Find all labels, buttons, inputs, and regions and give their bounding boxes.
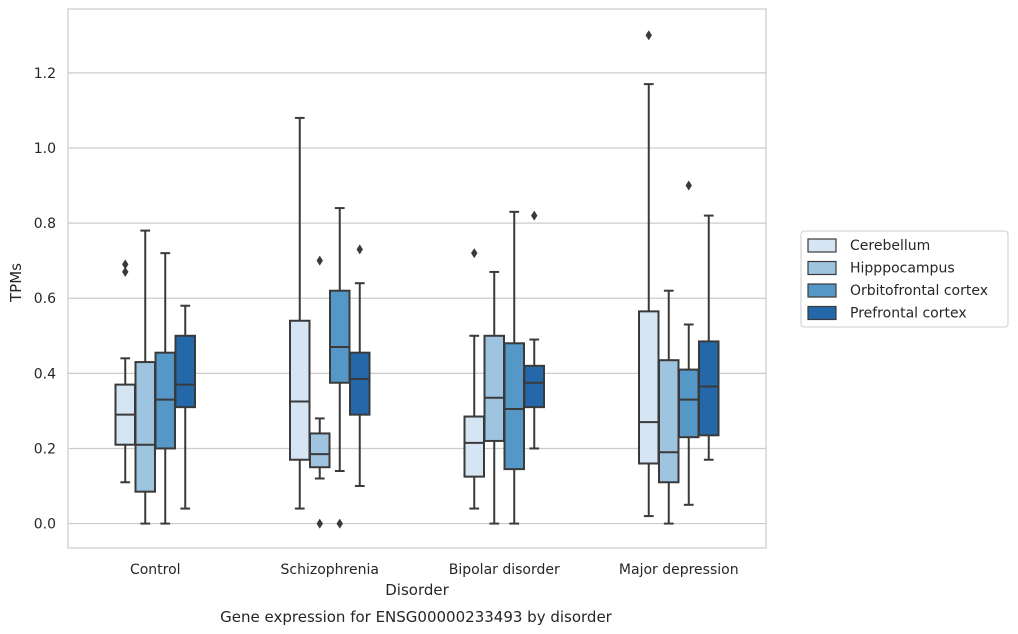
box-prefrontal-cortex [523,210,545,450]
legend-swatch [807,238,837,253]
box-hipppocampus [658,289,680,525]
box-prefrontal-cortex [174,304,196,510]
box-iqr [289,319,311,461]
y-tick-label: 0.2 [34,441,56,457]
figure-caption: Gene expression for ENSG00000233493 by d… [220,608,613,626]
outlier-point [316,518,323,529]
box-hipppocampus [134,229,156,525]
outlier-point [645,30,652,41]
x-tick-label: Schizophrenia [281,562,379,578]
box-cerebellum [114,259,136,484]
y-tick-label: 0.8 [34,216,56,232]
box-orbitofrontal-cortex [154,252,176,525]
box-iqr [134,361,156,493]
outlier-point [122,266,129,277]
box-hipppocampus [309,255,331,529]
y-tick-label: 1.2 [34,66,56,82]
box-cerebellum [463,248,485,510]
y-tick-label: 0.4 [34,366,56,382]
box-iqr [698,340,720,437]
box-cerebellum [638,30,660,518]
legend-label: Prefrontal cortex [850,306,967,322]
box-iqr [329,289,351,384]
box-iqr [678,368,700,439]
box-series [114,30,720,529]
legend-swatch [807,260,837,276]
box-iqr [463,415,485,478]
box-iqr [523,364,545,409]
box-orbitofrontal-cortex [329,207,351,529]
legend-label: Cerebellum [850,238,930,254]
x-axis-label: Disorder [385,581,449,599]
box-iqr [174,334,196,409]
outlier-point [356,244,363,255]
legend-swatch [807,305,837,321]
outlier-point [685,180,692,191]
box-iqr [349,351,371,416]
y-axis-label: TPMs [7,263,25,303]
legend: Cerebellum Hipppocampus Orbitofrontal cort… [800,230,1009,328]
box-orbitofrontal-cortex [678,180,700,506]
y-tick-label: 1.0 [34,141,56,157]
outlier-point [336,518,343,529]
box-iqr [638,310,660,465]
legend-frame [800,230,1009,328]
outlier-point [316,255,323,266]
box-prefrontal-cortex [349,244,371,488]
box-iqr [483,334,505,442]
box-orbitofrontal-cortex [503,210,525,525]
legend-label: Hipppocampus [850,261,955,277]
box-iqr [309,432,331,469]
outlier-point [122,259,129,270]
box-prefrontal-cortex [698,214,720,461]
x-tick-label: Bipolar disorder [449,562,560,578]
y-tick-label: 0.0 [34,517,56,533]
box-hipppocampus [483,270,505,525]
legend-label: Orbitofrontal cortex [850,283,988,299]
box-iqr [503,342,525,471]
y-tick-label: 0.6 [34,291,56,307]
outlier-point [531,210,538,221]
x-tick-label: Control [130,562,181,578]
plot-frame [67,8,767,549]
x-tick-label: Major depression [619,562,739,578]
legend-swatch [807,283,837,298]
outlier-point [471,248,478,259]
x-tick-labels: Control Schizophrenia Bipolar disorder Majo… [130,562,739,578]
box-cerebellum [289,116,311,510]
box-iqr [658,359,680,484]
y-tick-labels: 0.0 0.2 0.4 0.6 0.8 1.0 1.2 [34,66,56,533]
